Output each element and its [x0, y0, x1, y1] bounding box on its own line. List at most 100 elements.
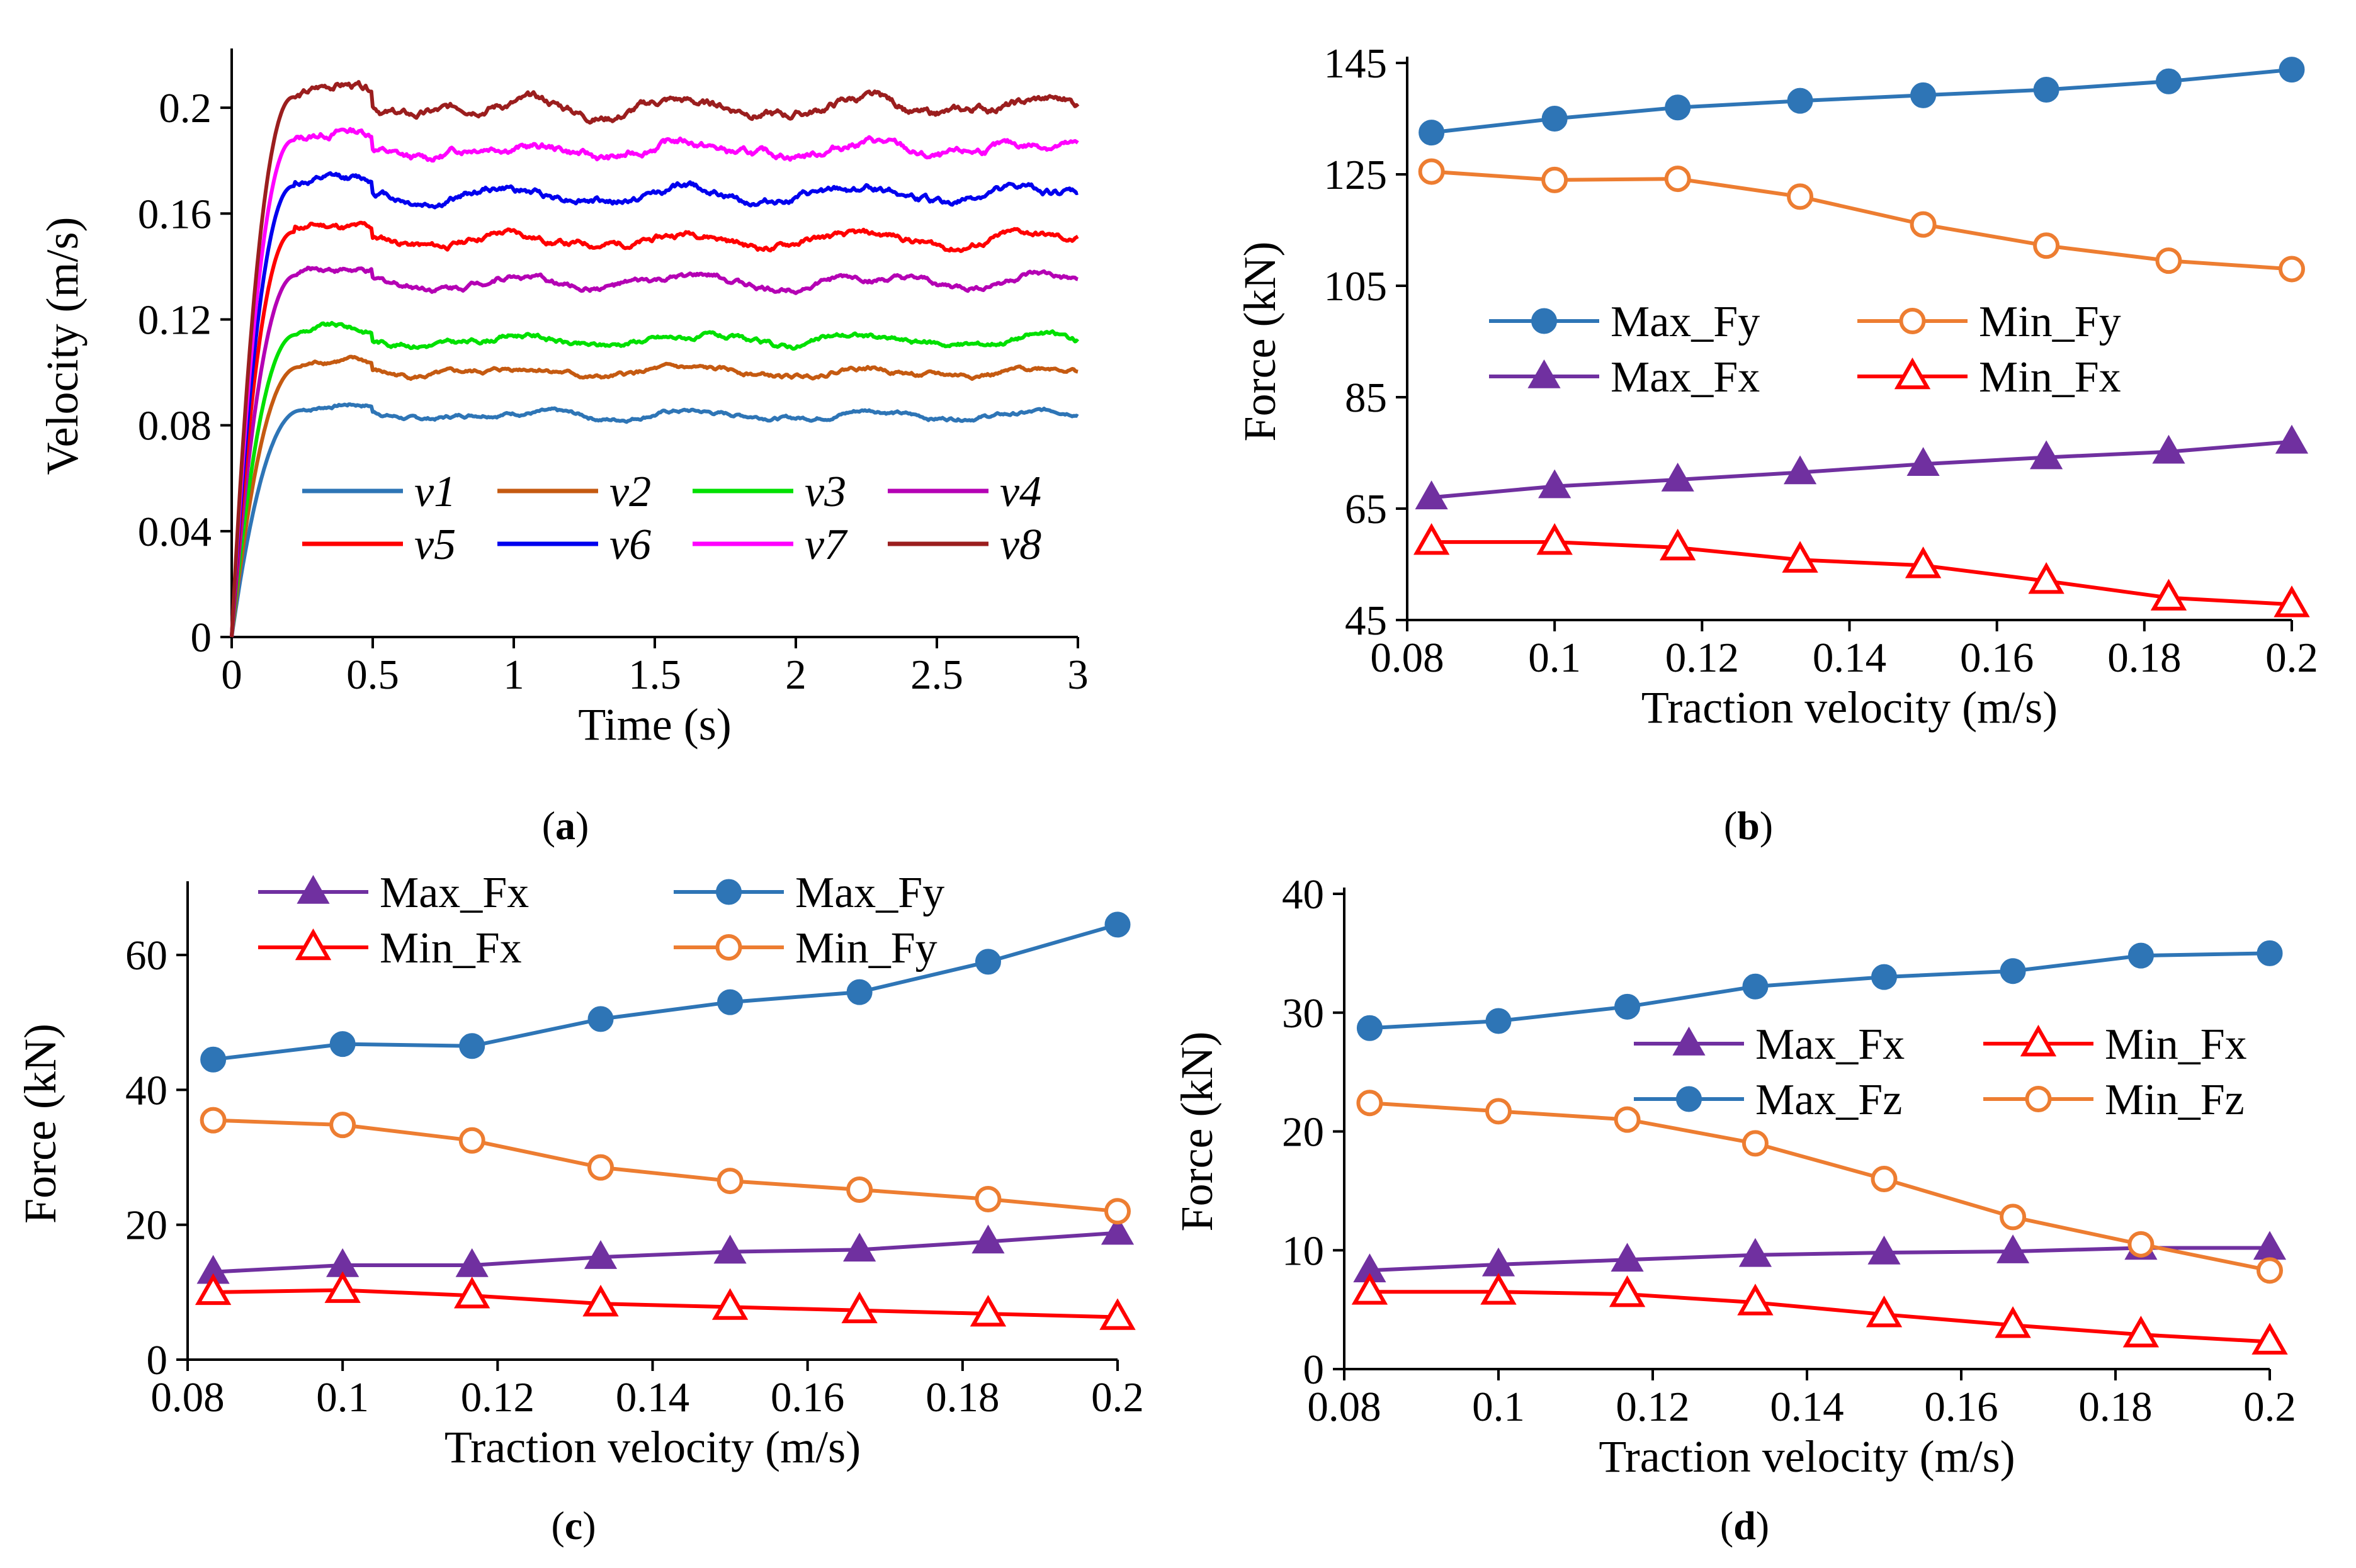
panel-caption: (d)	[1720, 1503, 1769, 1548]
series-line-v1	[230, 402, 1079, 638]
data-point-circle-open	[1356, 1090, 1383, 1117]
x-tick-label: 0.16	[771, 1374, 844, 1421]
y-tick-label: 0	[1303, 1346, 1325, 1393]
x-tick-label: 0.12	[1616, 1384, 1689, 1430]
data-point-circle	[329, 1031, 356, 1058]
data-point-triangle	[713, 1234, 747, 1264]
data-point-triangle	[2030, 440, 2063, 470]
legend-label: Max_Fy	[1611, 298, 1760, 346]
data-point-circle-open	[200, 1107, 227, 1134]
x-tick-label: 0.18	[2078, 1384, 2152, 1430]
data-point-triangle	[2152, 434, 2185, 464]
legend-label: Max_Fx	[1611, 353, 1760, 402]
data-point-triangle	[2253, 1231, 2287, 1260]
y-tick-label: 0.16	[138, 191, 212, 237]
data-point-circle	[1485, 1008, 1512, 1034]
panel-caption: (c)	[551, 1503, 596, 1548]
caption-letter: c	[565, 1503, 582, 1548]
panel-b: 0.08 0.1 0.12 0.14 0.16 0.18 0.2 45 65 85 105 125 14…	[1235, 40, 2318, 848]
y-tick-label: 40	[125, 1067, 167, 1114]
legend-label: v5	[414, 521, 456, 569]
panel-d: 0.08 0.1 0.12 0.14 0.16 0.18 0.2 0 10 20 30 40 Tract…	[1172, 871, 2296, 1548]
y-tick-label: 20	[125, 1202, 167, 1249]
data-point-circle	[2033, 76, 2059, 103]
data-point-triangle-open	[1536, 523, 1573, 555]
data-point-triangle-open	[1894, 357, 1931, 390]
y-tick-label: 0.04	[138, 509, 212, 555]
y-tick-label: 65	[1345, 486, 1387, 533]
data-point-triangle	[455, 1248, 489, 1277]
data-point-triangle-open	[2251, 1323, 2288, 1355]
panel-c: 0.08 0.1 0.12 0.14 0.16 0.18 0.2 0 20 40 60 Tractio…	[15, 869, 1144, 1548]
legend-label: v7	[805, 521, 848, 569]
data-point-triangle	[1996, 1234, 2030, 1263]
legend-label: Min_Fz	[2105, 1076, 2245, 1124]
series-line-max-fy	[1431, 67, 2292, 135]
x-tick-label: 0.2	[1091, 1374, 1144, 1421]
data-point-circle	[2155, 68, 2182, 94]
legend-label: Max_Fx	[380, 869, 529, 917]
data-point-circle	[200, 1046, 227, 1073]
data-point-triangle-open	[2028, 561, 2064, 594]
data-point-circle-open	[2257, 1257, 2283, 1284]
data-point-triangle	[1738, 1238, 1772, 1267]
data-point-circle	[2000, 958, 2026, 984]
data-point-triangle	[1101, 1215, 1135, 1245]
caption-paren-close: )	[582, 1503, 596, 1548]
series-line-min-fx	[213, 1288, 1118, 1319]
data-point-circle	[1787, 87, 1813, 114]
x-tick-label: 0.2	[2243, 1384, 2296, 1430]
series-line-min-fx	[1369, 1290, 2270, 1344]
y-tick-label: 85	[1345, 375, 1387, 421]
data-point-triangle-open	[2150, 578, 2187, 611]
data-point-circle-open	[2279, 256, 2305, 283]
data-point-circle	[846, 979, 873, 1005]
data-point-circle-open	[1664, 166, 1691, 193]
x-tick-label: 0.14	[1813, 635, 1886, 681]
data-point-circle-open	[1614, 1106, 1641, 1133]
y-tick-label: 0.2	[159, 85, 212, 132]
data-point-triangle-open	[295, 928, 332, 961]
y-axis-title: Force (kN)	[15, 1024, 65, 1224]
data-point-triangle-open	[454, 1277, 490, 1309]
legend-label: Min_Fy	[795, 924, 937, 973]
y-tick-label: 0.12	[138, 296, 212, 343]
data-point-circle-open	[1418, 158, 1445, 185]
data-point-circle	[1531, 308, 1557, 334]
data-point-triangle	[1906, 447, 1940, 476]
x-tick-label: 0.16	[1960, 635, 2034, 681]
caption-paren-close: )	[1756, 1503, 1769, 1548]
data-point-triangle-open	[1480, 1273, 1517, 1305]
series-line-v4	[230, 266, 1079, 638]
data-point-triangle-open	[324, 1271, 361, 1303]
series-line-max-fy	[213, 923, 1118, 1062]
y-tick-label: 0	[147, 1337, 168, 1384]
series-line-v7	[230, 127, 1079, 638]
series-line-max-fx	[1431, 439, 2292, 500]
series-line-v6	[230, 171, 1079, 638]
series-line-max-fx	[213, 1231, 1118, 1274]
caption-paren-open: (	[1720, 1503, 1733, 1548]
data-point-circle-open	[1485, 1098, 1512, 1125]
x-tick-label: 0.2	[2265, 635, 2318, 681]
data-point-triangle-open	[1995, 1306, 2031, 1338]
panel-caption: (b)	[1724, 803, 1773, 848]
x-tick-label: 0.1	[1528, 635, 1581, 681]
data-point-circle-open	[1742, 1130, 1769, 1157]
data-point-triangle-open	[2020, 1024, 2057, 1057]
caption-letter: b	[1737, 803, 1760, 848]
x-axis-title: Traction velocity (m/s)	[1641, 682, 2058, 733]
series-line-v3	[230, 320, 1080, 638]
data-point-circle-open	[1541, 166, 1568, 193]
data-point-circle-open	[715, 934, 742, 961]
data-point-triangle-open	[1351, 1273, 1388, 1305]
legend-label: Min_Fx	[380, 924, 522, 973]
legend-label: Max_Fz	[1755, 1076, 1902, 1124]
data-point-circle	[1676, 1086, 1702, 1112]
data-point-circle-open	[1787, 183, 1814, 210]
data-point-triangle	[584, 1240, 618, 1269]
data-point-triangle-open	[970, 1295, 1007, 1327]
data-point-circle-open	[458, 1127, 485, 1154]
x-tick-label: 0.1	[1472, 1384, 1525, 1430]
x-tick-label: 2	[785, 651, 807, 698]
